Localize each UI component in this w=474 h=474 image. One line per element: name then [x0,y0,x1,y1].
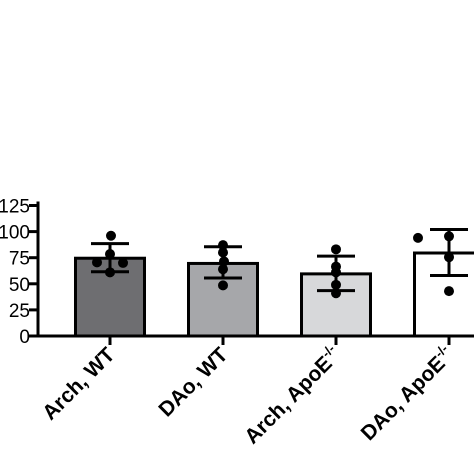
x-axis-labels: Arch, WT DAo, WT Arch, ApoE-/-DAo, ApoE-/- [38,341,458,448]
y-tick-label: 125 [0,197,30,218]
data-point [106,230,116,241]
data-point [219,256,229,267]
y-tick-label: 75 [9,249,30,270]
data-point [444,231,454,242]
x-tick-label: DAo, ApoE-/- [354,341,458,445]
data-point [92,257,102,268]
x-tick-label: Arch, WT [38,343,120,425]
data-point [218,240,228,251]
error-bars [91,228,468,293]
y-tick-label: 25 [9,301,30,322]
x-tick-label: Arch, ApoE-/- [238,341,345,448]
y-tick-label: 0 [19,327,30,348]
data-point [105,267,115,278]
data-points [92,230,454,299]
y-tick-label: 50 [9,275,30,296]
data-point [218,264,228,275]
data-point [218,247,228,258]
y-tick-label: 100 [0,223,30,244]
data-point [118,257,128,268]
data-point [105,249,115,260]
bar-4 [413,251,474,338]
data-point [444,252,454,263]
bars [74,251,474,338]
data-point [331,267,341,278]
data-point [444,286,454,297]
data-point [218,280,228,291]
data-point [413,232,423,243]
x-tick-label: DAo, WT [154,343,232,421]
data-point [331,244,341,255]
data-point [331,279,341,290]
y-axis-ticks: 0 25 50 75 100 125 [0,197,38,348]
data-point [331,288,341,299]
